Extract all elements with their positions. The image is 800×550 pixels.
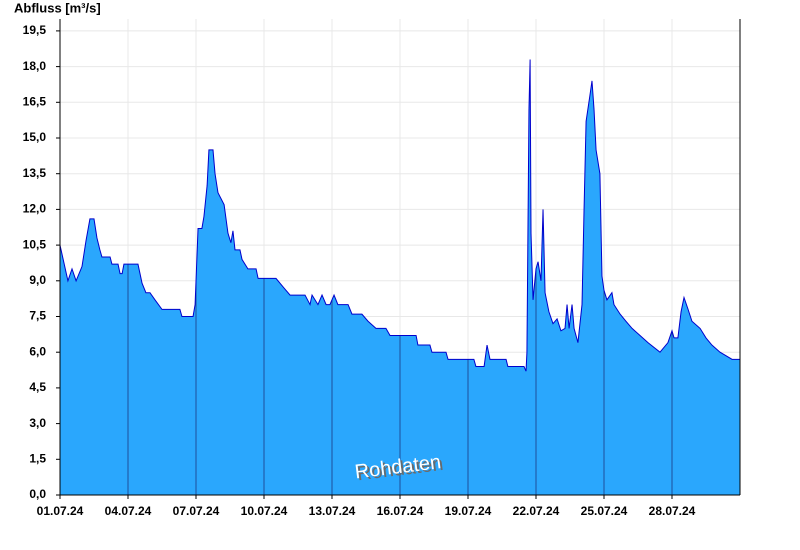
area-fill bbox=[60, 59, 740, 496]
x-tick-label: 16.07.24 bbox=[377, 504, 424, 518]
area-line bbox=[59, 59, 740, 372]
x-tick-label: 25.07.24 bbox=[581, 504, 628, 518]
x-tick-label: 07.07.24 bbox=[173, 504, 220, 518]
x-tick-label: 28.07.24 bbox=[649, 504, 696, 518]
x-tick-label: 19.07.24 bbox=[445, 504, 492, 518]
y-tick-label: 6,0 bbox=[29, 344, 46, 358]
y-tick-label: 18,0 bbox=[23, 59, 47, 73]
y-tick-label: 16,5 bbox=[23, 94, 47, 108]
y-tick-label: 1,5 bbox=[29, 451, 46, 465]
x-tick-label: 13.07.24 bbox=[309, 504, 356, 518]
y-tick-label: 3,0 bbox=[29, 416, 46, 430]
y-tick-label: 4,5 bbox=[29, 380, 46, 394]
x-tick-label: 22.07.24 bbox=[513, 504, 560, 518]
y-tick-label: 19,5 bbox=[23, 23, 47, 37]
x-tick-label: 10.07.24 bbox=[241, 504, 288, 518]
x-tick-label: 01.07.24 bbox=[37, 504, 84, 518]
x-tick-label: 04.07.24 bbox=[105, 504, 152, 518]
y-tick-label: 15,0 bbox=[23, 130, 47, 144]
y-axis-label: Abfluss [m³/s] bbox=[14, 0, 101, 15]
y-tick-label: 13,5 bbox=[23, 166, 47, 180]
y-tick-label: 7,5 bbox=[29, 309, 46, 323]
y-tick-label: 12,0 bbox=[23, 202, 47, 216]
y-tick-label: 0,0 bbox=[29, 487, 46, 501]
y-tick-label: 10,5 bbox=[23, 237, 47, 251]
y-tick-label: 9,0 bbox=[29, 273, 46, 287]
